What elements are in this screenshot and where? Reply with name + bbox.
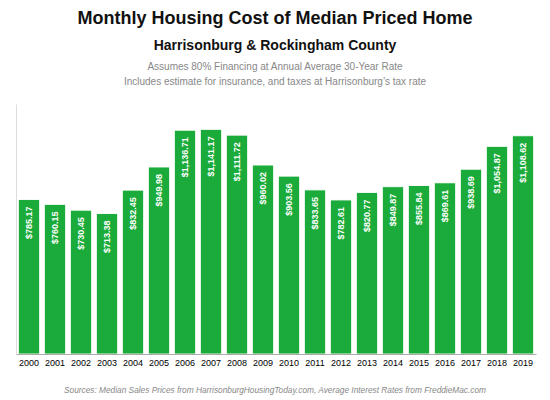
- x-tick: 2009: [253, 358, 273, 368]
- data-label: $869.61: [440, 190, 450, 223]
- x-tick: 2003: [97, 358, 117, 368]
- x-axis: 2000 2001 2002 2003 2004 2005 2006 2007 2008 2009…: [17, 355, 537, 369]
- x-tick: 2004: [123, 358, 143, 368]
- x-tick-label: 2000: [19, 358, 39, 368]
- data-label: $938.69: [466, 176, 476, 209]
- annotation: Includes estimate for insurance, and tax…: [124, 76, 427, 87]
- bar: [122, 190, 143, 354]
- bar: [18, 199, 39, 354]
- data-label: $960.02: [258, 172, 268, 205]
- bar: [356, 192, 377, 354]
- data-label: $1,141.17: [206, 136, 216, 176]
- bars: [18, 129, 533, 354]
- bar: [330, 200, 351, 354]
- x-tick-label: 2012: [331, 358, 351, 368]
- y-axis-line: [16, 105, 17, 355]
- bar: [96, 214, 117, 354]
- x-tick-label: 2014: [383, 358, 403, 368]
- title: Monthly Housing Cost of Median Priced Ho…: [77, 8, 472, 28]
- x-tick-label: 2006: [175, 358, 195, 368]
- data-label: $949.98: [154, 174, 164, 207]
- x-tick-label: 2016: [435, 358, 455, 368]
- x-tick-label: 2013: [357, 358, 377, 368]
- bar: [434, 183, 455, 354]
- x-tick: 2015: [409, 358, 429, 368]
- data-label: $832.45: [128, 197, 138, 230]
- bar: [486, 146, 507, 354]
- data-label: $1,136.71: [180, 137, 190, 177]
- source: Sources: Median Sales Prices from Harris…: [64, 385, 486, 395]
- bar: [200, 129, 221, 354]
- x-tick-label: 2011: [305, 358, 324, 368]
- x-tick: 2007: [201, 358, 221, 368]
- data-label: $785.17: [24, 206, 34, 239]
- x-tick-label: 2001: [45, 358, 65, 368]
- data-label: $730.45: [76, 217, 86, 250]
- x-tick: 2011: [305, 358, 324, 368]
- bar: [44, 204, 65, 354]
- x-tick: 2006: [175, 358, 195, 368]
- x-tick: 2014: [383, 358, 403, 368]
- bar: [252, 165, 273, 354]
- data-label: $903.56: [284, 183, 294, 216]
- x-tick-label: 2017: [461, 358, 481, 368]
- x-tick: 2010: [279, 358, 299, 368]
- x-tick: 2018: [487, 358, 507, 368]
- bar: [278, 176, 299, 354]
- bar: [408, 186, 429, 354]
- bar: [304, 190, 325, 354]
- x-tick-label: 2002: [71, 358, 91, 368]
- subtitle: Harrisonburg & Rockingham County: [154, 37, 397, 53]
- data-labels: $785.17 $760.15 $730.45 $713.38 $832.45 $949.…: [24, 136, 528, 253]
- bar: [148, 167, 169, 354]
- data-label: $855.84: [414, 193, 424, 226]
- bar: [460, 169, 481, 354]
- data-label: $833.65: [310, 197, 320, 230]
- bar: [174, 130, 195, 354]
- x-tick-label: 2009: [253, 358, 273, 368]
- x-tick: 2019: [513, 358, 533, 368]
- x-tick-label: 2008: [227, 358, 247, 368]
- x-tick: 2017: [461, 358, 481, 368]
- annotation: Assumes 80% Financing at Annual Average …: [147, 61, 403, 72]
- x-tick: 2016: [435, 358, 455, 368]
- y-axis: [16, 105, 17, 355]
- x-tick-label: 2005: [149, 358, 169, 368]
- x-axis-line: [17, 354, 537, 355]
- x-tick: 2001: [45, 358, 65, 368]
- x-tick: 2000: [19, 358, 39, 368]
- bar: [226, 135, 247, 354]
- x-tick-label: 2019: [513, 358, 533, 368]
- data-label: $1,108.62: [518, 143, 528, 183]
- x-tick-label: 2010: [279, 358, 299, 368]
- x-tick-label: 2004: [123, 358, 143, 368]
- chart: Monthly Housing Cost of Median Priced Ho…: [0, 0, 550, 400]
- data-label: $1,111.72: [232, 142, 242, 181]
- x-tick-label: 2015: [409, 358, 429, 368]
- bar: [512, 136, 533, 354]
- x-tick-label: 2003: [97, 358, 117, 368]
- data-label: $760.15: [50, 211, 60, 244]
- x-tick-label: 2018: [487, 358, 507, 368]
- x-tick: 2002: [71, 358, 91, 368]
- x-tick: 2008: [227, 358, 247, 368]
- bar: [70, 210, 91, 354]
- data-label: $820.77: [362, 199, 372, 232]
- data-label: $713.38: [102, 221, 112, 254]
- plot: $785.17 $760.15 $730.45 $713.38 $832.45 $949.…: [17, 105, 537, 369]
- data-label: $849.87: [388, 194, 398, 227]
- x-tick: 2012: [331, 358, 351, 368]
- x-tick: 2005: [149, 358, 169, 368]
- x-tick-label: 2007: [201, 358, 221, 368]
- data-label: $1,054.87: [492, 153, 502, 193]
- data-label: $782.61: [336, 207, 346, 240]
- bar: [382, 187, 403, 354]
- x-tick: 2013: [357, 358, 377, 368]
